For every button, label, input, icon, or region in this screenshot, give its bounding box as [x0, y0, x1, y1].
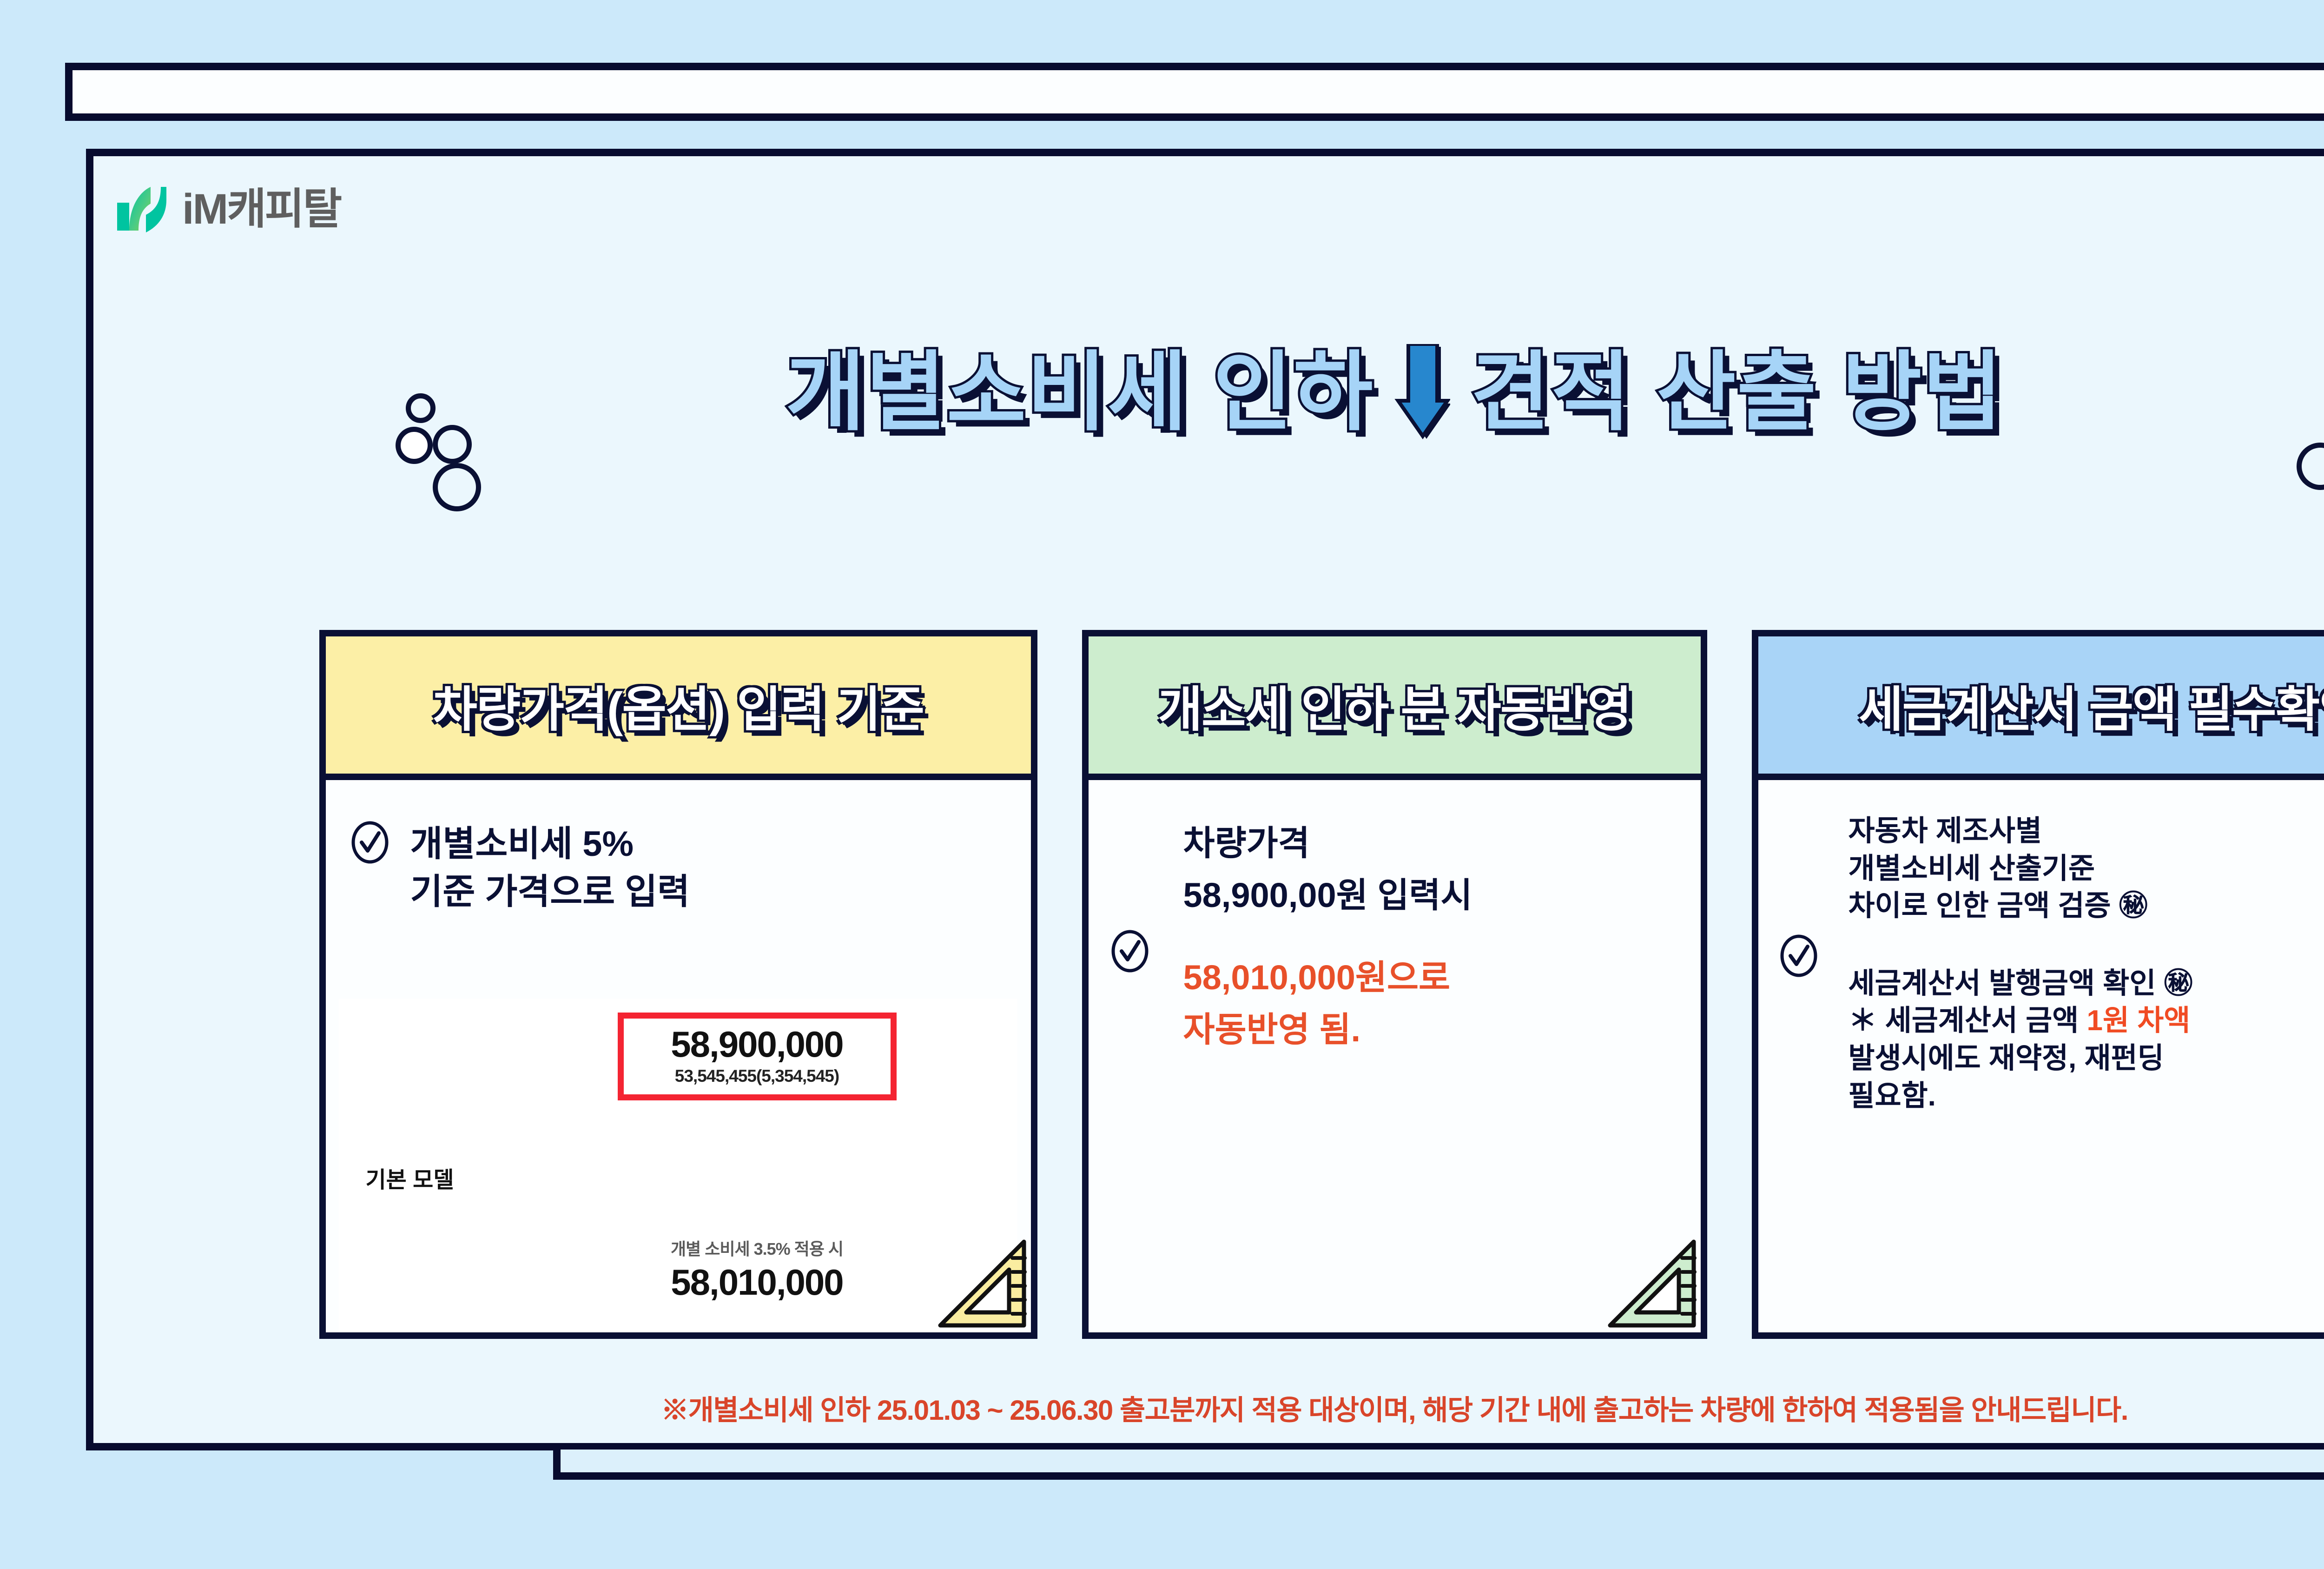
- brand-logo-text: iM캐피탈: [182, 185, 342, 233]
- brand-name: iM캐피탈: [182, 185, 342, 233]
- card3-line-5: ＊ 세금계산서 금액 1원 차액: [1849, 1002, 2193, 1040]
- card3-line-2: 개별소비세 산출기준: [1848, 852, 2095, 885]
- arrow-down-icon: [1394, 344, 1450, 439]
- bubble-small: [406, 393, 436, 423]
- card2-line-1: 차량가격: [1183, 824, 1310, 862]
- card-body: 개별소비세 5% 기준 가격으로 입력 58,900,000 53,545,45…: [326, 780, 1031, 1332]
- main-price-value: 58,900,000: [671, 1024, 844, 1065]
- card2-line-2: 58,900,00원 입력시: [1183, 876, 1472, 915]
- bubble-large: [2297, 443, 2324, 490]
- card-header: 개소세 인하 분 자동반영: [1088, 636, 1701, 780]
- card3-line-1: 자동차 제조사별: [1848, 815, 2042, 847]
- card3-line-5-red: 1원 차액: [2086, 1005, 2191, 1037]
- card-header: 차량가격(옵션) 입력 기준: [325, 636, 1031, 780]
- price-screenshot-panel: 58,900,000 53,545,455(5,354,545) 기본 모델 개…: [338, 999, 1017, 1332]
- card2-red-line-1: 58,010,000원으로: [1183, 958, 1451, 997]
- card-auto-reflect: 개소세 인하 분 자동반영 차량가격 58,900,00원 입력시 58,010…: [1082, 630, 1707, 1339]
- bubbles-right: [2292, 384, 2324, 514]
- title-part-1: 개별소비세 인하: [783, 342, 1375, 443]
- bubble-medium-filled: [396, 427, 433, 464]
- bubble-medium: [433, 425, 472, 464]
- footer-note: ※개별소비세 인하 25.01.03 ~ 25.06.30 출고분까지 적용 대…: [661, 1395, 2128, 1426]
- card3-line-7: 필요함.: [1848, 1079, 1936, 1112]
- card-body: 자동차 제조사별 개별소비세 산출기준 차이로 인한 금액 검증 ㊙ 세금계산서…: [1758, 780, 2324, 1332]
- top-empty-bar: [65, 63, 2324, 121]
- triangle-ruler-icon: [938, 1239, 1027, 1328]
- card-header-title: 개소세 인하 분 자동반영: [1158, 683, 1631, 737]
- card1-line-2: 기준 가격으로 입력: [410, 872, 690, 912]
- page-title: 개별소비세 인하 견적 산출 방법: [0, 342, 2324, 444]
- brand-logo: iM캐피탈: [114, 184, 342, 234]
- card3-line-4: 세금계산서 발행금액 확인 ㊙: [1848, 967, 2193, 1000]
- card-tax-invoice-check: 세금계산서 금액 필수확인 자동차 제조사별 개별소비세 산출기준 차이로 인한…: [1751, 630, 2324, 1339]
- bubbles-left: [372, 375, 493, 511]
- card2-red-line-2: 자동반영 됨.: [1183, 1010, 1361, 1049]
- bottom-offset-bar: [553, 1450, 2324, 1480]
- im-leaf-logo-icon: [117, 187, 166, 232]
- card3-line-6: 발생시에도 재약정, 재펀딩: [1848, 1042, 2164, 1074]
- title-part-2: 견적 산출 방법: [1468, 342, 2005, 443]
- card1-line-1: 개별소비세 5%: [410, 824, 634, 864]
- triangle-ruler-icon: [1608, 1239, 1697, 1328]
- cards-row: 차량가격(옵션) 입력 기준 개별소비세 5% 기준 가격으로 입력 58,90…: [0, 630, 2324, 1339]
- model-label: 기본 모델: [365, 1168, 454, 1192]
- card3-line-3: 차이로 인한 금액 검증 ㊙: [1848, 890, 2148, 922]
- card-vehicle-price-input: 차량가격(옵션) 입력 기준 개별소비세 5% 기준 가격으로 입력 58,90…: [319, 630, 1037, 1339]
- card-header: 세금계산서 금액 필수확인: [1758, 636, 2324, 780]
- discount-price-value: 58,010,000: [671, 1262, 844, 1303]
- check-circle-icon: [351, 821, 388, 864]
- card-header-title: 차량가격(옵션) 입력 기준: [433, 683, 924, 737]
- sub-price-value: 53,545,455(5,354,545): [674, 1066, 839, 1086]
- price-highlight-box: 58,900,000 53,545,455(5,354,545): [617, 1013, 897, 1100]
- card-header-title: 세금계산서 금액 필수확인: [1858, 683, 2324, 737]
- card3-line-5-pre: ＊ 세금계산서 금액: [1848, 1005, 2087, 1037]
- card-body: 차량가격 58,900,00원 입력시 58,010,000원으로 자동반영 됨…: [1089, 780, 1701, 1332]
- check-circle-icon: [1780, 934, 1817, 977]
- bubble-large: [433, 463, 481, 511]
- check-circle-icon: [1111, 930, 1148, 973]
- discount-note: 개별 소비세 3.5% 적용 시: [670, 1239, 844, 1258]
